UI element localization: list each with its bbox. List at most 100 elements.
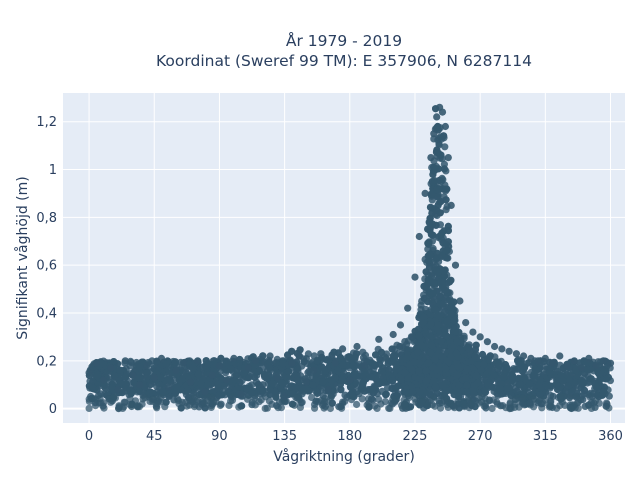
data-point bbox=[478, 350, 487, 359]
data-point bbox=[437, 198, 445, 206]
data-point bbox=[259, 381, 267, 389]
data-point bbox=[265, 358, 273, 366]
data-point bbox=[284, 351, 292, 359]
data-point bbox=[563, 362, 571, 370]
data-point bbox=[194, 357, 202, 365]
data-point bbox=[587, 375, 595, 383]
data-point bbox=[429, 289, 437, 297]
data-point bbox=[433, 366, 441, 374]
data-point bbox=[599, 357, 607, 365]
data-point bbox=[408, 365, 416, 373]
data-point bbox=[204, 380, 212, 389]
data-point bbox=[243, 395, 252, 403]
data-point bbox=[447, 201, 455, 209]
data-point bbox=[114, 385, 122, 394]
data-point bbox=[488, 404, 496, 413]
data-point bbox=[186, 378, 195, 386]
data-point bbox=[179, 375, 187, 383]
data-point bbox=[440, 132, 448, 140]
data-point bbox=[172, 388, 180, 396]
data-point bbox=[298, 398, 306, 406]
data-point bbox=[454, 396, 462, 404]
data-point bbox=[415, 367, 423, 375]
data-point bbox=[430, 135, 438, 143]
data-point bbox=[319, 378, 327, 386]
chart-title-line2: Koordinat (Sweref 99 TM): E 357906, N 62… bbox=[156, 52, 532, 70]
data-point bbox=[381, 398, 389, 406]
data-point bbox=[545, 382, 553, 390]
data-point bbox=[600, 365, 608, 373]
x-axis-label: Vågriktning (grader) bbox=[273, 448, 415, 465]
data-point bbox=[125, 386, 133, 394]
data-point bbox=[135, 387, 144, 395]
x-tick-label: 315 bbox=[533, 429, 558, 444]
data-point bbox=[507, 404, 515, 412]
data-point bbox=[227, 365, 235, 373]
data-point bbox=[366, 386, 374, 394]
data-point bbox=[101, 384, 109, 392]
data-point bbox=[419, 318, 427, 327]
data-point bbox=[394, 382, 402, 390]
data-point bbox=[408, 333, 416, 341]
data-point bbox=[441, 308, 449, 316]
data-point bbox=[268, 400, 276, 408]
data-point bbox=[273, 374, 281, 382]
data-point bbox=[107, 364, 115, 372]
data-point bbox=[429, 220, 437, 228]
data-point bbox=[290, 401, 299, 409]
data-point bbox=[97, 399, 105, 407]
data-point bbox=[461, 403, 469, 411]
data-point bbox=[572, 366, 580, 374]
x-tick-label: 360 bbox=[598, 429, 623, 444]
data-point bbox=[577, 364, 586, 372]
data-point bbox=[439, 300, 447, 308]
data-point bbox=[149, 395, 157, 403]
data-point bbox=[556, 402, 564, 410]
x-tick-label: 225 bbox=[403, 429, 428, 444]
data-point bbox=[426, 203, 435, 211]
data-point bbox=[85, 397, 93, 405]
y-tick-labels: 00,20,40,60,811,2 bbox=[36, 115, 57, 417]
data-point bbox=[243, 385, 251, 393]
data-point bbox=[149, 390, 157, 398]
data-point bbox=[505, 347, 513, 355]
data-point bbox=[360, 362, 368, 370]
data-point bbox=[541, 354, 549, 362]
y-tick-label: 0,8 bbox=[36, 211, 57, 226]
data-point bbox=[499, 402, 507, 410]
data-point bbox=[401, 401, 409, 409]
data-point bbox=[513, 387, 521, 395]
data-point bbox=[141, 394, 149, 402]
data-point bbox=[193, 397, 201, 406]
data-point bbox=[377, 367, 386, 375]
data-point bbox=[422, 377, 430, 385]
data-point bbox=[591, 397, 599, 405]
data-point bbox=[606, 359, 615, 367]
data-point bbox=[349, 362, 357, 370]
data-point bbox=[449, 402, 457, 410]
data-point bbox=[165, 383, 173, 391]
data-point bbox=[271, 388, 279, 396]
data-point bbox=[477, 398, 486, 406]
data-point bbox=[337, 354, 345, 362]
data-point bbox=[136, 381, 144, 389]
data-point bbox=[486, 352, 494, 360]
data-point bbox=[520, 352, 528, 360]
data-point bbox=[161, 403, 169, 411]
data-point bbox=[463, 381, 471, 390]
data-point bbox=[414, 325, 422, 333]
data-point bbox=[379, 378, 388, 387]
data-point bbox=[85, 369, 93, 377]
data-point bbox=[469, 328, 477, 336]
data-point bbox=[388, 345, 396, 353]
data-point bbox=[281, 393, 289, 401]
data-point bbox=[585, 401, 593, 409]
data-point bbox=[495, 362, 503, 370]
data-point bbox=[425, 256, 433, 264]
data-point bbox=[421, 189, 429, 197]
data-point bbox=[451, 261, 460, 269]
x-tick-label: 180 bbox=[337, 429, 362, 444]
data-point bbox=[279, 380, 287, 388]
x-tick-label: 270 bbox=[468, 429, 493, 444]
data-point bbox=[514, 365, 522, 373]
